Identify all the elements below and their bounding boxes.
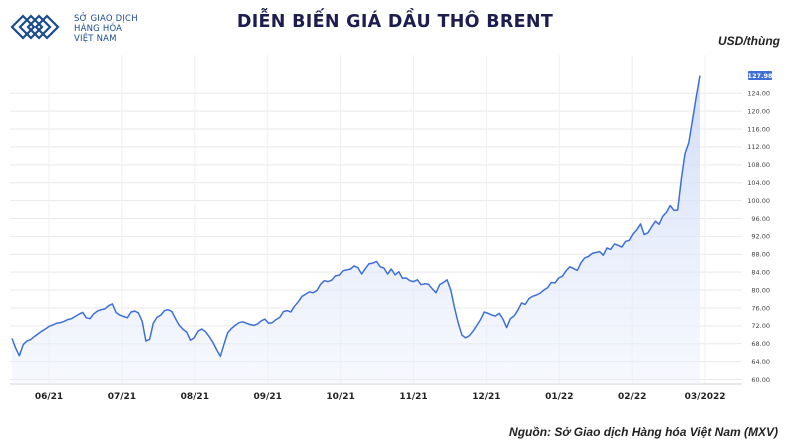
logo-line-1: SỞ GIAO DỊCH — [74, 14, 138, 24]
x-tick-label: 09/21 — [254, 392, 282, 402]
x-axis-ticks: 06/21 07/21 08/21 09/21 10/21 11/21 12/21 01/22… — [35, 392, 726, 402]
mxv-diamond-logo-icon — [10, 14, 60, 40]
y-tick-label: 92.00 — [751, 233, 770, 241]
y-tick-label: 96.00 — [751, 215, 770, 223]
y-tick-label: 104.00 — [747, 179, 770, 187]
logo-line-3: VIỆT NAM — [74, 34, 117, 44]
y-axis-unit: USD/thùng — [718, 34, 780, 48]
y-tick-label: 112.00 — [747, 143, 770, 151]
mxv-logo: SỞ GIAO DỊCH HÀNG HÓA VIỆT NAM — [10, 5, 170, 49]
y-tick-label: 68.00 — [751, 340, 770, 348]
x-tick-label: 03/2022 — [685, 392, 726, 402]
last-value-badge — [748, 70, 772, 80]
chart-title: DIỄN BIẾN GIÁ DẦU THÔ BRENT — [236, 12, 554, 32]
x-tick-label: 06/21 — [35, 392, 63, 402]
y-tick-label: 84.00 — [751, 268, 770, 276]
last-value-label: 127.98 — [747, 72, 773, 80]
y-tick-label: 80.00 — [751, 286, 770, 294]
price-area-fill — [12, 75, 700, 384]
y-tick-label: 120.00 — [747, 107, 770, 115]
y-tick-label: 108.00 — [747, 161, 770, 169]
x-tick-label: 11/21 — [399, 392, 427, 402]
source-note: Nguồn: Sở Giao dịch Hàng hóa Việt Nam (M… — [509, 425, 778, 439]
x-tick-label: 02/22 — [618, 392, 646, 402]
last-value-marker: 127.98 — [747, 70, 773, 80]
y-axis-ticks: 60.00 64.00 68.00 72.00 76.00 80.00 84.00 88.00… — [747, 90, 770, 384]
y-tick-label: 88.00 — [751, 251, 770, 259]
y-tick-label: 76.00 — [751, 304, 770, 312]
x-tick-label: 07/21 — [108, 392, 136, 402]
x-tick-label: 01/22 — [545, 392, 573, 402]
price-series-line — [11, 75, 701, 358]
x-tick-label: 08/21 — [181, 392, 209, 402]
y-tick-label: 124.00 — [747, 90, 770, 98]
y-tick-label: 100.00 — [747, 197, 770, 205]
x-tick-label: 10/21 — [326, 392, 354, 402]
logo-line-2: HÀNG HÓA — [74, 24, 123, 34]
y-tick-label: 60.00 — [751, 376, 770, 384]
x-tick-label: 12/21 — [472, 392, 500, 402]
y-tick-label: 72.00 — [751, 322, 770, 330]
y-tick-label: 116.00 — [747, 125, 770, 133]
y-tick-label: 64.00 — [751, 358, 770, 366]
